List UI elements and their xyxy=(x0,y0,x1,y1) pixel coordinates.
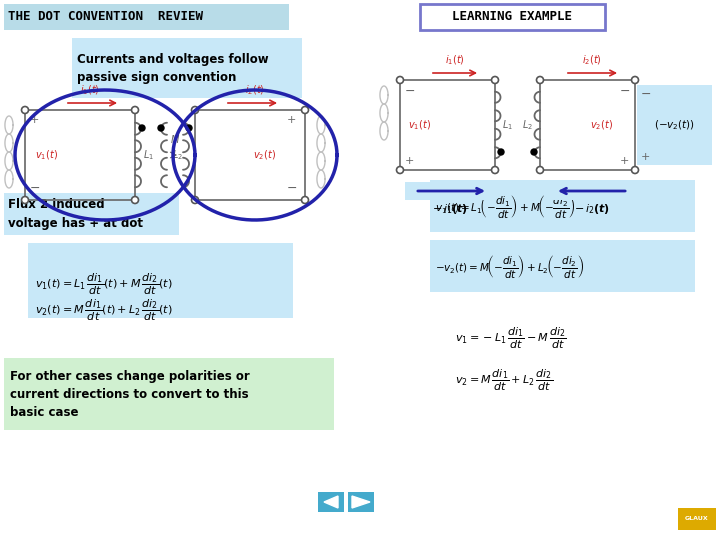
Circle shape xyxy=(302,106,308,113)
Text: $v_1(t)$: $v_1(t)$ xyxy=(35,148,58,162)
Text: $v_1(t)$: $v_1(t)$ xyxy=(408,118,431,132)
Bar xyxy=(430,180,695,232)
Circle shape xyxy=(158,125,164,131)
Circle shape xyxy=(186,125,192,131)
Polygon shape xyxy=(324,496,338,508)
Bar xyxy=(637,85,712,165)
Circle shape xyxy=(302,197,308,204)
Text: $v_1(t) = L_1\!\left(-\dfrac{di_1}{dt}\right) + M\!\left(-\dfrac{di_2}{dt}\right: $v_1(t) = L_1\!\left(-\dfrac{di_1}{dt}\r… xyxy=(435,192,575,219)
Text: −: − xyxy=(620,85,631,98)
Circle shape xyxy=(631,166,639,173)
Text: +: + xyxy=(405,156,415,166)
Text: $-\,\boldsymbol{i_2(t)}$: $-\,\boldsymbol{i_2(t)}$ xyxy=(574,202,610,216)
Text: $i_1(t)$: $i_1(t)$ xyxy=(80,83,100,97)
Bar xyxy=(318,492,344,512)
Circle shape xyxy=(536,166,544,173)
Circle shape xyxy=(22,106,29,113)
Text: +: + xyxy=(30,115,40,125)
Text: $i_1(t)$: $i_1(t)$ xyxy=(445,53,465,67)
Bar xyxy=(405,182,495,200)
Circle shape xyxy=(22,197,29,204)
Bar xyxy=(4,358,334,430)
Circle shape xyxy=(192,197,199,204)
Text: $v_2 = M\,\dfrac{di_1}{dt} + L_2\,\dfrac{di_2}{dt}$: $v_2 = M\,\dfrac{di_1}{dt} + L_2\,\dfrac… xyxy=(455,367,553,393)
Text: $(-v_2(t))$: $(-v_2(t))$ xyxy=(654,118,696,132)
Circle shape xyxy=(531,149,537,155)
Bar xyxy=(28,243,293,318)
Text: $v_2(t) = M\,\dfrac{di_1}{dt}(t) + L_2\,\dfrac{di_2}{dt}(t)$: $v_2(t) = M\,\dfrac{di_1}{dt}(t) + L_2\,… xyxy=(35,298,173,322)
Circle shape xyxy=(492,166,498,173)
Text: $-v_2(t) = M\!\left(-\dfrac{di_1}{dt}\right) + L_2\!\left(-\dfrac{di_2}{dt}\righ: $-v_2(t) = M\!\left(-\dfrac{di_1}{dt}\ri… xyxy=(435,253,584,280)
Bar xyxy=(72,38,302,98)
Bar xyxy=(545,182,640,200)
Text: −: − xyxy=(405,85,415,98)
Text: $i_2(t)$: $i_2(t)$ xyxy=(245,83,265,97)
Circle shape xyxy=(132,197,138,204)
Text: THE DOT CONVENTION  REVIEW: THE DOT CONVENTION REVIEW xyxy=(8,10,203,24)
Text: −: − xyxy=(287,182,297,195)
Bar xyxy=(348,492,374,512)
Text: +: + xyxy=(641,152,650,162)
Text: −: − xyxy=(641,88,652,101)
Circle shape xyxy=(498,149,504,155)
Circle shape xyxy=(192,106,199,113)
Circle shape xyxy=(397,77,403,84)
Circle shape xyxy=(397,166,403,173)
Text: $L_2$: $L_2$ xyxy=(172,148,183,162)
Bar xyxy=(4,4,289,30)
Text: +: + xyxy=(620,156,629,166)
Text: $v_2(t)$: $v_2(t)$ xyxy=(590,118,613,132)
Text: Currents and voltages follow
passive sign convention: Currents and voltages follow passive sig… xyxy=(77,53,269,84)
Text: $L_1$: $L_1$ xyxy=(143,148,154,162)
Text: $L_1$: $L_1$ xyxy=(502,118,513,132)
Text: M: M xyxy=(171,135,179,145)
Bar xyxy=(4,193,179,235)
Circle shape xyxy=(132,106,138,113)
Text: LEARNING EXAMPLE: LEARNING EXAMPLE xyxy=(452,10,572,24)
Text: $v_1 = -L_1\,\dfrac{di_1}{dt} - M\,\dfrac{di_2}{dt}$: $v_1 = -L_1\,\dfrac{di_1}{dt} - M\,\dfra… xyxy=(455,326,567,350)
Bar xyxy=(420,4,605,30)
Circle shape xyxy=(492,77,498,84)
Text: −: − xyxy=(30,182,40,195)
Circle shape xyxy=(139,125,145,131)
Text: $L_2$: $L_2$ xyxy=(522,118,533,132)
Circle shape xyxy=(631,77,639,84)
Text: GLAUX: GLAUX xyxy=(685,516,709,522)
Text: $-\,\boldsymbol{i_1(t)}$: $-\,\boldsymbol{i_1(t)}$ xyxy=(432,202,468,216)
Text: $i_2(t)$: $i_2(t)$ xyxy=(582,53,602,67)
Text: For other cases change polarities or
current directions to convert to this
basic: For other cases change polarities or cur… xyxy=(10,370,250,419)
Bar xyxy=(678,508,716,530)
Text: Flux 2 induced
voltage has + at dot: Flux 2 induced voltage has + at dot xyxy=(8,199,143,230)
Circle shape xyxy=(536,77,544,84)
Text: $v_1(t) = L_1\,\dfrac{di_1}{dt}(t) + M\,\dfrac{di_2}{dt}(t)$: $v_1(t) = L_1\,\dfrac{di_1}{dt}(t) + M\,… xyxy=(35,272,173,296)
Text: $v_2(t)$: $v_2(t)$ xyxy=(253,148,276,162)
Polygon shape xyxy=(352,496,370,508)
Bar xyxy=(430,240,695,292)
Text: +: + xyxy=(287,115,297,125)
